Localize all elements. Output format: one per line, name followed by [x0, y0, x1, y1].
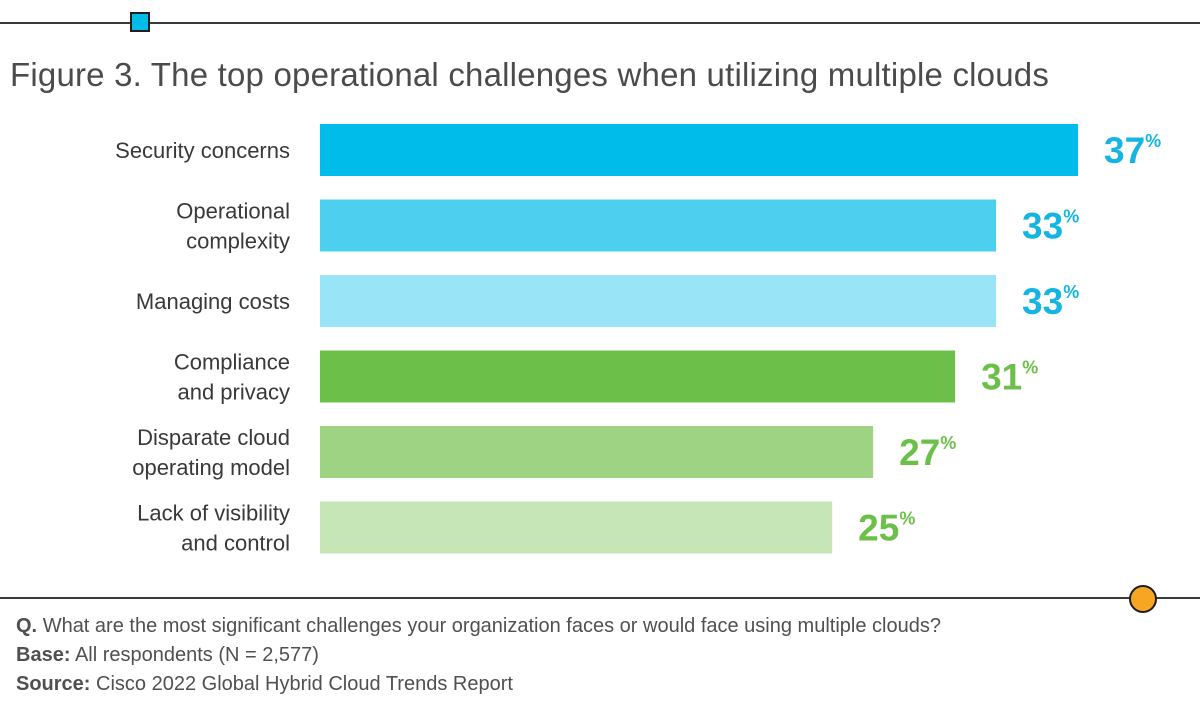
bar-4 — [320, 350, 956, 403]
question-label: Q. — [16, 615, 38, 637]
category-label-4: Compliance and privacy — [174, 350, 290, 405]
source-label: Source: — [16, 673, 91, 695]
bottom-circle-marker — [1129, 585, 1157, 613]
question-note: Q. What are the most significant challen… — [16, 612, 941, 641]
category-label-3: Managing costs — [136, 289, 290, 314]
value-label-2: 33% — [1022, 206, 1079, 247]
source-text: Cisco 2022 Global Hybrid Cloud Trends Re… — [96, 673, 513, 695]
bar-2 — [320, 199, 997, 252]
value-label-5: 27% — [899, 432, 956, 473]
value-label-3: 33% — [1022, 281, 1079, 322]
value-label-1: 37% — [1104, 130, 1161, 171]
value-label-6: 25% — [858, 508, 915, 549]
source-note: Source: Cisco 2022 Global Hybrid Cloud T… — [16, 670, 941, 699]
value-label-4: 31% — [981, 357, 1038, 398]
bar-chart: Security concerns 37% Operational complexit… — [115, 124, 1161, 556]
base-text: All respondents (N = 2,577) — [74, 644, 319, 666]
category-label-6: Lack of visibility and control — [137, 501, 290, 556]
bar-3 — [320, 275, 997, 327]
category-label-1: Security concerns — [115, 138, 290, 163]
base-label: Base: — [16, 644, 71, 666]
category-label-2: Operational complexity — [176, 199, 290, 254]
chart-notes: Q. What are the most significant challen… — [16, 612, 941, 699]
top-divider — [0, 22, 1200, 24]
figure-title: Figure 3. The top operational challenges… — [10, 56, 1050, 93]
category-label-5: Disparate cloud operating model — [132, 425, 290, 480]
bar-6 — [320, 501, 833, 554]
bar-1 — [320, 124, 1078, 176]
top-square-marker — [130, 12, 150, 32]
bottom-divider — [0, 597, 1200, 599]
base-note: Base: All respondents (N = 2,577) — [16, 641, 941, 670]
bar-5 — [320, 426, 874, 478]
question-text: What are the most significant challenges… — [42, 615, 941, 637]
